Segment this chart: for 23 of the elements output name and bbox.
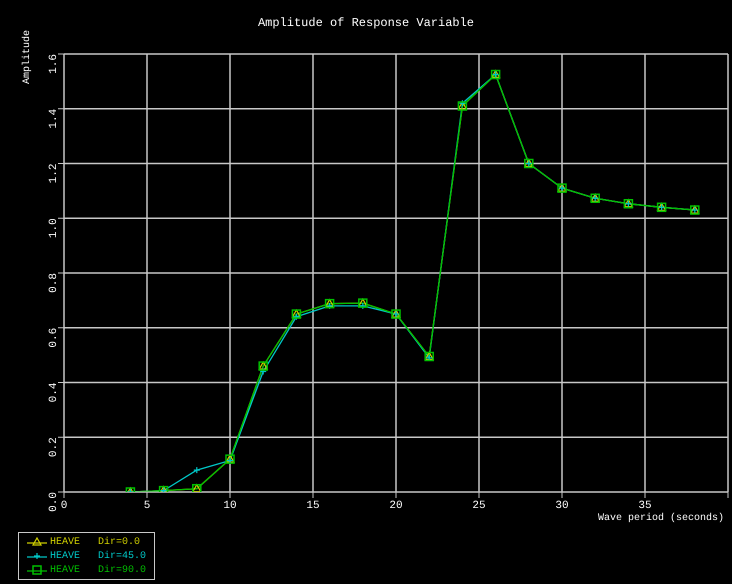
chart-title: Amplitude of Response Variable xyxy=(256,16,476,30)
legend-label: HEAVE Dir=45.0 xyxy=(50,550,146,562)
x-tick-label: 10 xyxy=(223,500,237,512)
x-tick-label: 35 xyxy=(638,500,652,512)
x-axis-title: Wave period (seconds) xyxy=(598,513,724,524)
y-tick-label: 0.8 xyxy=(48,273,60,293)
y-tick-label: 0.2 xyxy=(48,437,60,458)
y-tick-label: 1.4 xyxy=(48,108,60,129)
x-tick-label: 20 xyxy=(389,500,403,512)
y-tick-label: 1.6 xyxy=(48,54,60,74)
x-tick-label: 5 xyxy=(144,500,150,512)
y-tick-label: 0.4 xyxy=(48,382,60,402)
x-tick-label: 30 xyxy=(555,500,569,512)
y-tick-label: 1.2 xyxy=(48,164,60,184)
y-tick-label: 1.0 xyxy=(48,218,60,238)
y-axis-title: Amplitude xyxy=(22,30,33,84)
x-tick-label: 0 xyxy=(60,500,68,512)
x-tick-label: 15 xyxy=(306,500,320,512)
legend-label: HEAVE Dir=90.0 xyxy=(50,564,146,576)
x-tick-label: 25 xyxy=(472,500,486,512)
y-tick-label: 0.0 xyxy=(48,492,60,512)
y-tick-label: 0.6 xyxy=(48,328,60,348)
legend-label: HEAVE Dir=0.0 xyxy=(50,536,140,548)
